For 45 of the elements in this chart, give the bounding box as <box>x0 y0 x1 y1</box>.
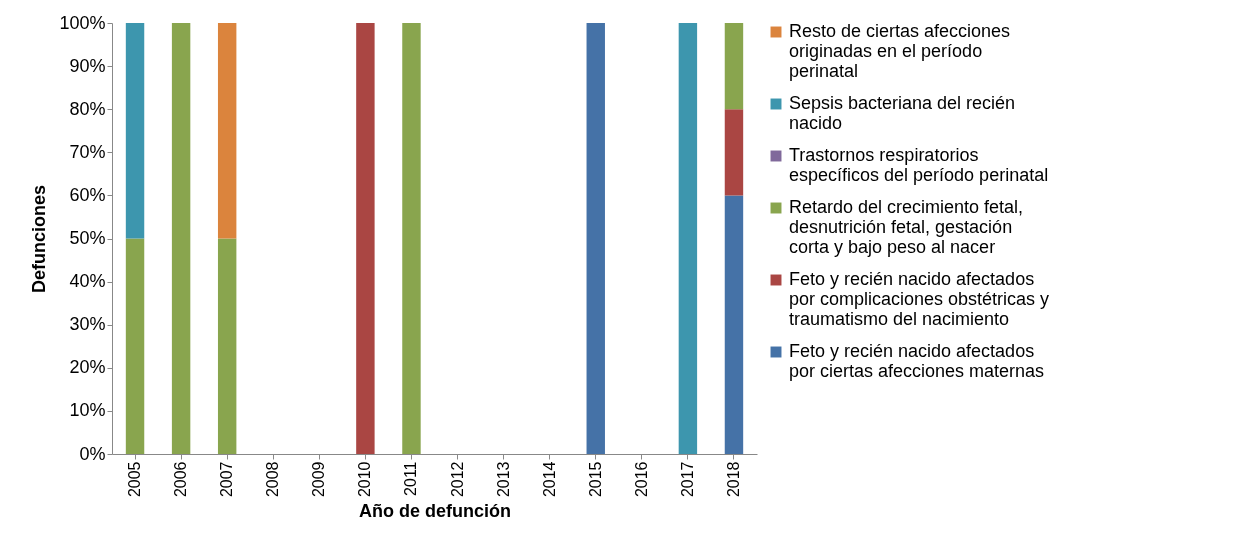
bar <box>724 195 744 454</box>
y-tick-label: 90% <box>69 55 106 76</box>
x-tick-label: 2005 <box>126 461 144 498</box>
legend-label: Resto de ciertas afecciones originadas en el período perinatal <box>789 21 1011 81</box>
x-tick-label: 2014 <box>540 461 558 498</box>
x-tick-label: 2013 <box>494 461 512 498</box>
y-tick-label: 100% <box>59 12 106 33</box>
y-tick-label: 50% <box>69 228 106 248</box>
x-tick-label: 2011 <box>402 461 420 496</box>
bar <box>678 23 698 454</box>
bar <box>356 23 375 454</box>
y-tick-label: 80% <box>69 98 106 119</box>
x-axis-title: Año de defunción <box>359 501 511 522</box>
bar <box>125 23 145 239</box>
y-tick-label: 30% <box>69 314 106 335</box>
y-tick-label: 40% <box>69 271 106 292</box>
x-tick-label: 2016 <box>632 461 650 498</box>
x-tick-label: 2008 <box>264 461 282 498</box>
legend-label: Feto y recién nacido afectados por complicaciones obstétricas y traumatismo del nacimiento <box>789 269 1050 329</box>
bar <box>171 23 191 454</box>
legend-label: Retardo del crecimiento fetal, desnutrición fetal, gestación corta y bajo peso al nacer <box>789 197 1024 257</box>
bar <box>217 238 237 454</box>
x-tick-label: 2006 <box>172 461 190 498</box>
x-tick-label: 2015 <box>586 461 604 498</box>
x-tick-label: 2012 <box>448 461 466 498</box>
x-tick-label: 2007 <box>218 461 236 498</box>
y-tick-label: 0% <box>79 443 106 464</box>
legend-label: Trastornos respiratorios específicos del período perinatal <box>789 145 1049 185</box>
legend-label: Feto y recién nacido afectados por ciertas afecciones maternas <box>789 341 1045 381</box>
x-tick-label: 2010 <box>356 461 374 498</box>
bar <box>724 23 744 110</box>
bar <box>217 23 237 239</box>
y-tick-label: 70% <box>69 141 106 162</box>
bar <box>125 238 145 454</box>
x-tick-label: 2009 <box>310 461 328 498</box>
y-tick-label: 10% <box>69 400 106 421</box>
y-tick-label: 20% <box>69 357 106 378</box>
x-tick-label: 2017 <box>678 461 696 498</box>
bar <box>724 109 744 196</box>
bar <box>586 23 605 454</box>
y-axis-title: Defunciones <box>29 184 50 294</box>
legend-label: Sepsis bacteriana del recién nacido <box>789 93 1016 133</box>
bar <box>402 23 421 454</box>
x-tick-label: 2018 <box>724 461 742 498</box>
y-tick-label: 60% <box>69 184 106 205</box>
